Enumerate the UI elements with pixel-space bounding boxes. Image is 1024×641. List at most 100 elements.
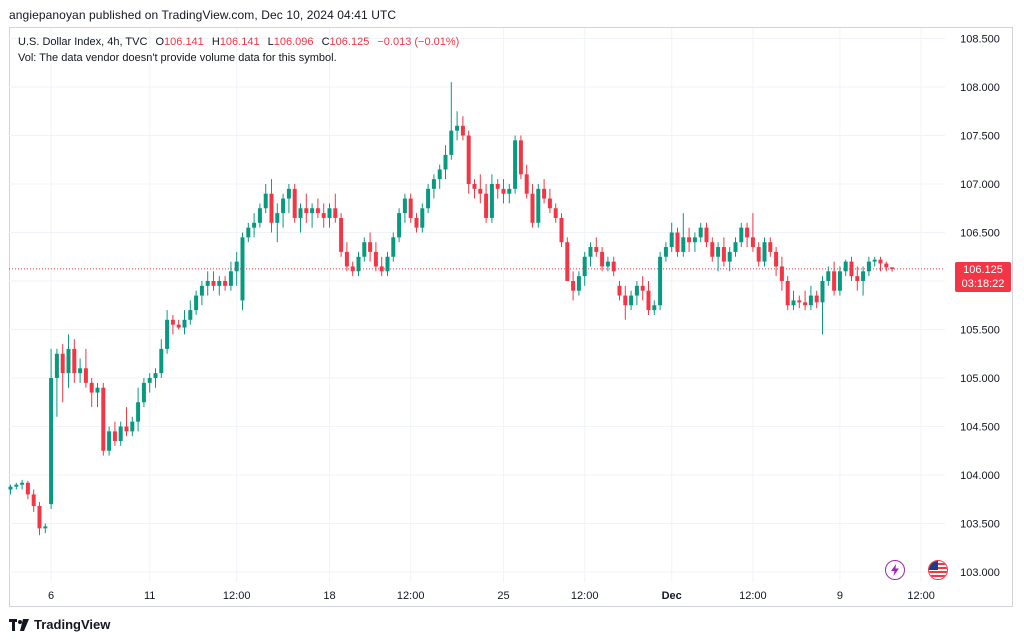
candle[interactable] bbox=[350, 261, 355, 277]
candle[interactable] bbox=[54, 348, 59, 417]
candle[interactable] bbox=[710, 237, 715, 262]
candle[interactable] bbox=[768, 237, 773, 257]
candle[interactable] bbox=[246, 222, 251, 243]
candle[interactable] bbox=[472, 179, 477, 199]
candle[interactable] bbox=[252, 213, 257, 238]
candle[interactable] bbox=[8, 484, 13, 495]
candle[interactable] bbox=[49, 348, 54, 509]
candle[interactable] bbox=[112, 421, 117, 446]
candle[interactable] bbox=[153, 368, 158, 388]
candle[interactable] bbox=[849, 256, 854, 281]
candle[interactable] bbox=[484, 184, 489, 223]
candle[interactable] bbox=[437, 164, 442, 189]
candle[interactable] bbox=[408, 193, 413, 223]
candle[interactable] bbox=[14, 482, 19, 490]
candle[interactable] bbox=[269, 179, 274, 233]
candle[interactable] bbox=[750, 213, 755, 252]
candle[interactable] bbox=[379, 256, 384, 277]
candle[interactable] bbox=[762, 237, 767, 267]
candle[interactable] bbox=[582, 251, 587, 286]
candle[interactable] bbox=[356, 251, 361, 277]
candle[interactable] bbox=[455, 111, 460, 141]
candle[interactable] bbox=[176, 319, 181, 330]
candle[interactable] bbox=[542, 179, 547, 204]
candle[interactable] bbox=[298, 203, 303, 233]
candle[interactable] bbox=[385, 251, 390, 277]
candle[interactable] bbox=[507, 184, 512, 204]
candle[interactable] bbox=[733, 237, 738, 257]
candle[interactable] bbox=[721, 237, 726, 267]
candle[interactable] bbox=[501, 179, 506, 204]
candle[interactable] bbox=[652, 300, 657, 315]
candle[interactable] bbox=[832, 261, 837, 296]
candle[interactable] bbox=[524, 164, 529, 199]
candle[interactable] bbox=[489, 174, 494, 223]
candle[interactable] bbox=[675, 227, 680, 257]
candle[interactable] bbox=[774, 247, 779, 277]
candle[interactable] bbox=[182, 310, 187, 335]
candle[interactable] bbox=[310, 203, 315, 228]
candle[interactable] bbox=[861, 266, 866, 296]
candle[interactable] bbox=[431, 174, 436, 199]
candle[interactable] bbox=[629, 290, 634, 311]
candle[interactable] bbox=[808, 285, 813, 311]
candle[interactable] bbox=[594, 237, 599, 257]
candle[interactable] bbox=[414, 213, 419, 233]
symbol-name[interactable]: U.S. Dollar Index, 4h, TVC bbox=[18, 36, 148, 48]
candle[interactable] bbox=[95, 382, 100, 408]
candle[interactable] bbox=[617, 281, 622, 301]
candle[interactable] bbox=[292, 184, 297, 223]
us-flag-icon[interactable] bbox=[928, 560, 948, 580]
candle[interactable] bbox=[872, 256, 877, 267]
candle[interactable] bbox=[141, 378, 146, 408]
candle[interactable] bbox=[837, 266, 842, 296]
candle[interactable] bbox=[634, 281, 639, 306]
candle[interactable] bbox=[205, 271, 210, 296]
candle[interactable] bbox=[791, 290, 796, 311]
candle[interactable] bbox=[223, 276, 228, 291]
candle[interactable] bbox=[559, 213, 564, 248]
candle[interactable] bbox=[136, 387, 141, 432]
candle[interactable] bbox=[646, 281, 651, 315]
candle[interactable] bbox=[576, 271, 581, 296]
candle[interactable] bbox=[257, 203, 262, 228]
candle[interactable] bbox=[611, 256, 616, 277]
candle[interactable] bbox=[124, 407, 129, 437]
candle[interactable] bbox=[281, 193, 286, 228]
candle[interactable] bbox=[327, 203, 332, 228]
candle[interactable] bbox=[25, 480, 30, 500]
candle[interactable] bbox=[43, 523, 48, 534]
candle[interactable] bbox=[669, 222, 674, 252]
candle[interactable] bbox=[228, 261, 233, 291]
candle[interactable] bbox=[466, 130, 471, 194]
candle[interactable] bbox=[820, 276, 825, 335]
candle[interactable] bbox=[553, 203, 558, 223]
candle[interactable] bbox=[460, 116, 465, 141]
candle[interactable] bbox=[692, 232, 697, 252]
candle[interactable] bbox=[199, 281, 204, 306]
candle[interactable] bbox=[745, 222, 750, 248]
candle[interactable] bbox=[72, 339, 77, 383]
candle[interactable] bbox=[779, 256, 784, 291]
candle[interactable] bbox=[194, 290, 199, 315]
tradingview-footer[interactable]: TradingView bbox=[9, 617, 110, 632]
candle[interactable] bbox=[600, 247, 605, 272]
candle[interactable] bbox=[107, 426, 112, 456]
candle[interactable] bbox=[605, 256, 610, 272]
candle[interactable] bbox=[623, 285, 628, 320]
candle[interactable] bbox=[333, 193, 338, 223]
candle[interactable] bbox=[66, 334, 71, 388]
candle[interactable] bbox=[304, 193, 309, 223]
candle[interactable] bbox=[704, 222, 709, 248]
candle[interactable] bbox=[147, 373, 152, 393]
candle[interactable] bbox=[878, 256, 883, 272]
candle[interactable] bbox=[286, 184, 291, 214]
candle[interactable] bbox=[211, 271, 216, 291]
candle[interactable] bbox=[443, 145, 448, 180]
candle[interactable] bbox=[397, 208, 402, 243]
candle[interactable] bbox=[89, 378, 94, 408]
candle[interactable] bbox=[866, 256, 871, 277]
candle[interactable] bbox=[83, 348, 88, 388]
candle[interactable] bbox=[518, 135, 523, 180]
